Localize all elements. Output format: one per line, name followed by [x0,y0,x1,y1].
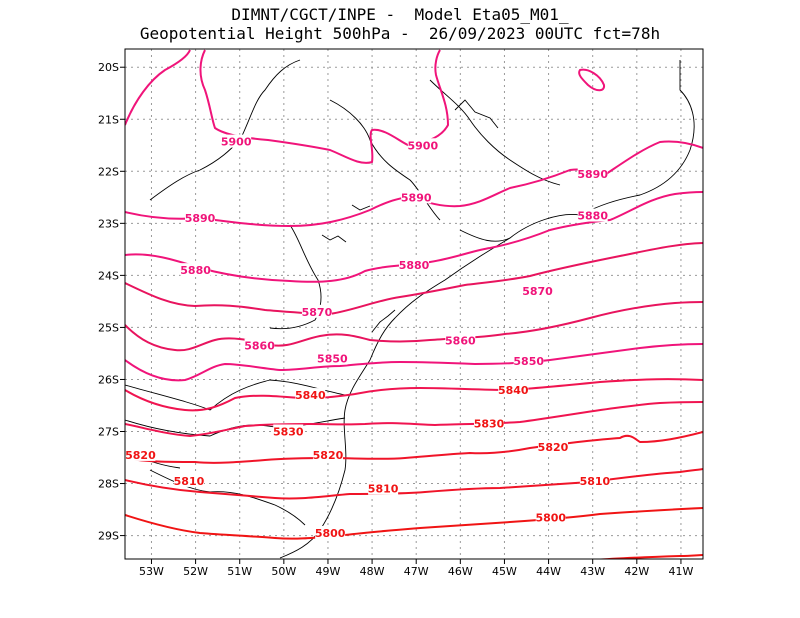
y-tick-label: 28S [98,478,119,491]
contour-label: 5850 [513,355,544,368]
map-title: DIMNT/CGCT/INPE - Model Eta05_M01_ [231,5,569,24]
contour-label-bg [368,481,399,495]
y-tick-label: 27S [98,426,119,439]
x-tick-label: 42W [624,565,649,578]
x-tick-label: 49W [316,565,341,578]
contour-label-bg [577,166,608,180]
y-tick-label: 23S [98,217,119,230]
x-tick-label: 48W [360,565,385,578]
contour-label: 5810 [368,483,399,496]
contour-label: 5880 [577,210,608,223]
contour-label: 5800 [315,527,346,540]
contour-label-bg [180,263,211,277]
contour-label: 5890 [577,168,608,181]
contour-label-bg [535,510,566,524]
contour-label-bg [273,424,304,438]
x-tick-label: 46W [448,565,473,578]
contour-label: 5880 [399,259,430,272]
contour-label-bg [399,257,429,271]
y-tick-label: 22S [98,165,119,178]
contour-label: 5820 [125,449,156,462]
map-subtitle: Geopotential Height 500hPa - 26/09/2023 … [139,24,661,43]
contour-labels: 5900 5900 5890 5890 5890 5880 5880 5880 5870 5870… [125,134,611,540]
contour-label-bg [312,447,343,461]
y-tick-label: 20S [98,61,119,74]
contour-label: 5870 [302,306,333,319]
contour-label-bg [474,416,505,430]
y-tick-label: 26S [98,373,119,386]
contour-label-bg [401,190,432,204]
x-tick-label: 53W [139,565,164,578]
contour-label-bg [295,388,326,402]
contour-label-bg [522,283,553,297]
x-tick-label: 52W [183,565,208,578]
contour-label-bg [579,473,610,487]
y-tick-label: 21S [98,113,119,126]
contour-label: 5900 [221,136,252,149]
geopotential-contours [125,49,703,559]
contour-label: 5900 [408,139,439,152]
contour-label: 5860 [244,340,275,353]
contour-label: 5890 [185,212,216,225]
x-tick-label: 44W [536,565,561,578]
contour-label: 5890 [401,191,432,204]
contour-label: 5820 [538,441,569,454]
contour-label-bg [173,473,204,487]
contour-label-bg [125,447,156,461]
contour-label-bg [498,382,529,396]
contour-label: 5880 [180,264,211,277]
contour-label-bg [537,440,568,454]
contour-label: 5830 [474,418,505,431]
contour-label-bg [317,351,348,365]
contour-label-bg [244,338,275,352]
x-tick-label: 41W [669,565,694,578]
contour-label-bg [221,134,252,148]
x-tick-label: 51W [227,565,252,578]
contour-label: 5850 [317,353,348,366]
contour-label-bg [301,304,332,318]
contour-label-bg [513,354,544,368]
contour-label-bg [577,208,608,222]
contour-label: 5860 [445,334,476,347]
contour-label-bg [445,333,476,347]
y-tick-label: 29S [98,530,119,543]
x-tick-label: 47W [404,565,429,578]
contour-label: 5810 [580,475,611,488]
contour-label: 5820 [313,449,344,462]
contour-label: 5810 [174,475,205,488]
contour-label-bg [407,138,438,152]
x-tick-label: 43W [580,565,605,578]
contour-label-bg [315,525,346,539]
axis-ticks: 53W 52W 51W 50W 49W 48W 47W 46W 45W 44W 43W 42W 41W 2… [98,61,693,578]
y-tick-label: 24S [98,269,119,282]
x-tick-label: 50W [271,565,296,578]
contour-label: 5840 [295,389,326,402]
x-tick-label: 45W [492,565,517,578]
contour-label: 5830 [273,426,304,439]
contour-label: 5800 [535,511,566,524]
contour-label-bg [185,211,216,225]
map-grid [125,49,703,559]
y-tick-label: 25S [98,321,119,334]
plot-frame [124,48,704,560]
contour-label: 5840 [498,384,529,397]
contour-label: 5870 [522,285,553,298]
